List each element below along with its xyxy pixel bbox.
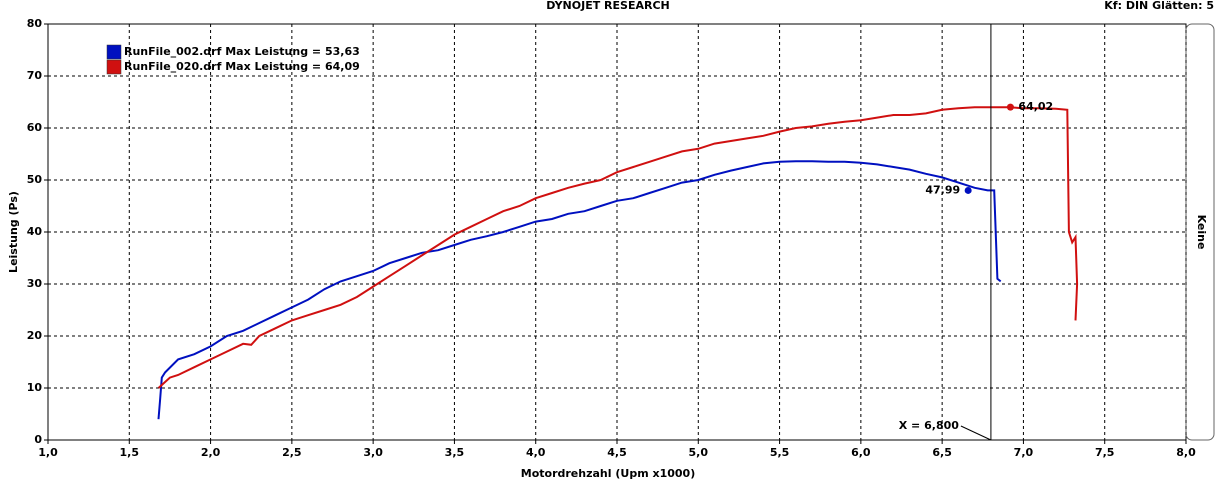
chart-title: DYNOJET RESEARCH	[546, 0, 669, 12]
y-tick-label: 30	[27, 277, 43, 290]
annotation-marker	[1006, 103, 1014, 111]
annotation-label: 47,99	[925, 183, 960, 196]
chart-subtitle: Kf: DIN Glätten: 5	[1104, 0, 1214, 12]
legend-swatch	[106, 59, 122, 75]
y-tick-label: 60	[27, 121, 43, 134]
y-axis-label: Leistung (Ps)	[7, 191, 20, 273]
legend-label: RunFile_020.drf Max Leistung = 64,09	[124, 60, 360, 73]
y-tick-label: 70	[27, 69, 43, 82]
x-axis-label: Motordrehzahl (Upm x1000)	[521, 467, 695, 480]
x-tick-label: 6,5	[932, 446, 952, 459]
x-tick-label: 7,5	[1095, 446, 1115, 459]
x-tick-label: 8,0	[1176, 446, 1196, 459]
x-tick-label: 2,0	[201, 446, 221, 459]
y-tick-label: 50	[27, 173, 43, 186]
x-tick-label: 5,0	[689, 446, 709, 459]
x-tick-label: 4,5	[607, 446, 627, 459]
legend-swatch	[106, 44, 122, 60]
y-tick-label: 20	[27, 329, 43, 342]
x-tick-label: 3,0	[363, 446, 383, 459]
x-tick-label: 2,5	[282, 446, 302, 459]
x-tick-label: 4,0	[526, 446, 546, 459]
cursor-label: X = 6,800	[899, 419, 959, 432]
right-panel	[1185, 23, 1215, 441]
y-tick-label: 40	[27, 225, 43, 238]
x-tick-label: 6,0	[851, 446, 871, 459]
x-tick-label: 3,5	[445, 446, 465, 459]
x-tick-label: 5,5	[770, 446, 790, 459]
annotation-label: 64,02	[1018, 100, 1053, 113]
series-line	[157, 106, 1079, 389]
right-axis-label: Keine	[1195, 215, 1208, 250]
annotation-marker	[964, 186, 972, 194]
y-tick-label: 0	[34, 433, 42, 446]
y-tick-label: 10	[27, 381, 43, 394]
x-tick-label: 1,0	[38, 446, 58, 459]
series-line	[157, 160, 1002, 420]
legend-label: RunFile_002.drf Max Leistung = 53,63	[124, 45, 360, 58]
cursor-leader	[960, 425, 992, 441]
x-tick-label: 7,0	[1014, 446, 1034, 459]
y-tick-label: 80	[27, 17, 43, 30]
x-tick-label: 1,5	[120, 446, 140, 459]
